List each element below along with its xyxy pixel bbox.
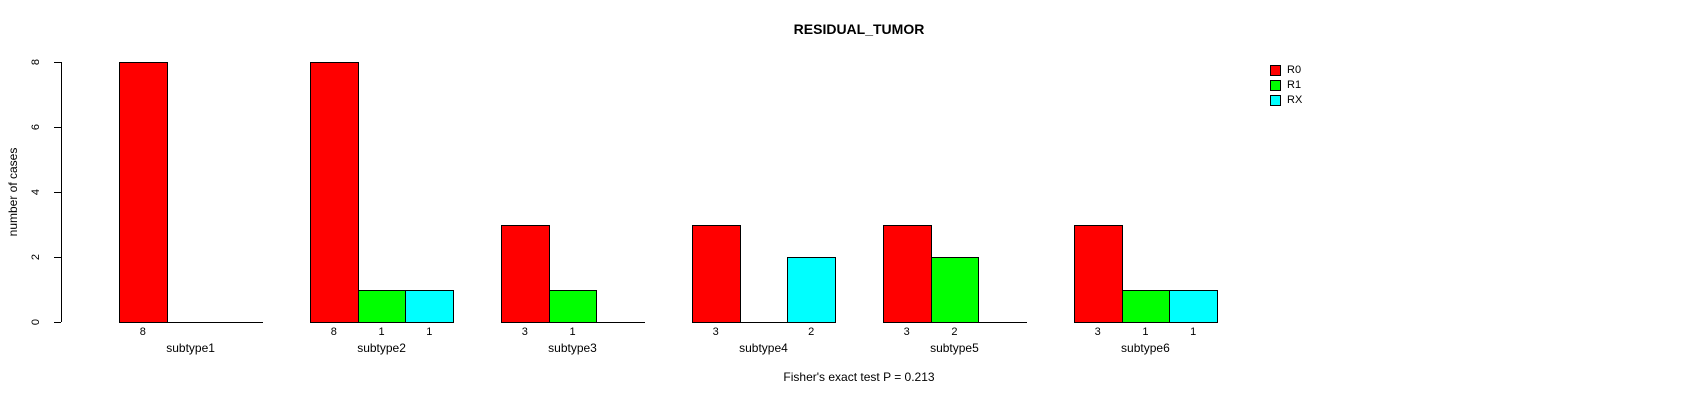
category-label-subtype5: subtype5 bbox=[930, 341, 979, 355]
legend-swatch-r1 bbox=[1270, 80, 1281, 91]
bar-value-label: 2 bbox=[951, 326, 958, 338]
x-axis-baseline bbox=[119, 322, 264, 323]
y-axis-line bbox=[61, 62, 62, 322]
bar-value-label: 8 bbox=[330, 326, 337, 338]
bar-r0-subtype1 bbox=[119, 62, 168, 323]
y-axis-tick bbox=[54, 127, 61, 128]
x-axis-baseline bbox=[691, 322, 837, 323]
legend-label-rx: RX bbox=[1287, 94, 1303, 106]
bar-r1-subtype5 bbox=[930, 257, 980, 323]
y-axis-tick-label: 8 bbox=[30, 58, 42, 66]
legend-label-r1: R1 bbox=[1287, 79, 1302, 91]
y-axis-tick bbox=[54, 192, 61, 193]
bar-value-label: 3 bbox=[903, 326, 910, 338]
bar-value-label: 2 bbox=[808, 326, 815, 338]
bar-value-label: 1 bbox=[1190, 326, 1197, 338]
legend-swatch-r0 bbox=[1270, 65, 1281, 76]
fisher-test-annotation: Fisher's exact test P = 0.213 bbox=[783, 370, 935, 384]
bar-r1-subtype6 bbox=[1121, 289, 1171, 323]
chart-title: RESIDUAL_TUMOR bbox=[793, 21, 925, 37]
y-axis-tick-label: 4 bbox=[30, 188, 42, 196]
y-axis-tick-label: 6 bbox=[30, 123, 42, 131]
y-axis-tick-label: 2 bbox=[30, 253, 42, 261]
category-label-subtype6: subtype6 bbox=[1121, 341, 1170, 355]
bar-value-label: 8 bbox=[139, 326, 146, 338]
bar-value-label: 1 bbox=[378, 326, 385, 338]
bar-r0-subtype5 bbox=[882, 224, 932, 323]
category-label-subtype2: subtype2 bbox=[357, 341, 406, 355]
legend-label-r0: R0 bbox=[1287, 64, 1302, 76]
y-axis-tick bbox=[54, 62, 61, 63]
bar-r0-subtype6 bbox=[1073, 224, 1123, 323]
bar-value-label: 1 bbox=[1142, 326, 1149, 338]
bar-r0-subtype4 bbox=[691, 224, 741, 323]
category-label-subtype1: subtype1 bbox=[166, 341, 215, 355]
bar-value-label: 1 bbox=[426, 326, 433, 338]
bar-rx-subtype4 bbox=[787, 257, 837, 323]
bar-value-label: 3 bbox=[712, 326, 719, 338]
bar-value-label: 3 bbox=[1094, 326, 1101, 338]
category-label-subtype3: subtype3 bbox=[548, 341, 597, 355]
y-axis-label: number of cases bbox=[6, 147, 20, 237]
y-axis-tick-label: 0 bbox=[30, 318, 42, 326]
bar-r1-subtype2 bbox=[357, 289, 407, 323]
category-label-subtype4: subtype4 bbox=[739, 341, 788, 355]
legend-swatch-rx bbox=[1270, 95, 1281, 106]
y-axis-tick bbox=[54, 322, 61, 323]
y-axis-tick bbox=[54, 257, 61, 258]
bar-r0-subtype3 bbox=[500, 224, 550, 323]
bar-r1-subtype3 bbox=[548, 289, 598, 323]
bar-rx-subtype6 bbox=[1169, 289, 1218, 323]
bar-rx-subtype2 bbox=[405, 289, 455, 323]
bar-value-label: 1 bbox=[569, 326, 576, 338]
bar-value-label: 3 bbox=[521, 326, 528, 338]
bar-r0-subtype2 bbox=[309, 62, 359, 323]
